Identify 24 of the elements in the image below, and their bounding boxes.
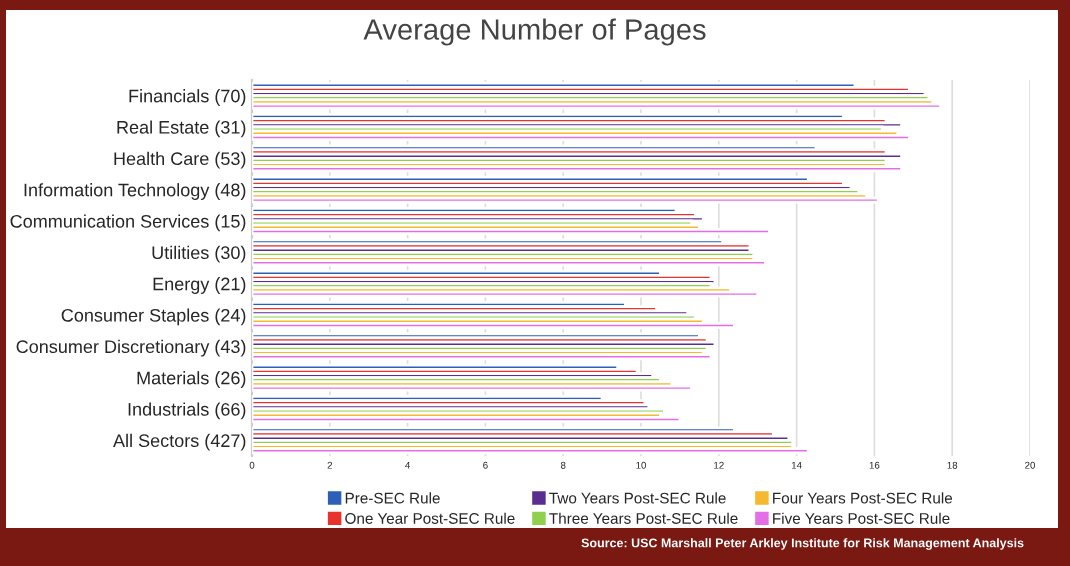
bar bbox=[252, 259, 767, 267]
bar bbox=[252, 321, 736, 329]
bar bbox=[252, 384, 693, 392]
y-tick-label: Health Care (53) bbox=[114, 151, 246, 169]
y-tick-label: Financials (70) bbox=[129, 89, 246, 106]
bar bbox=[252, 133, 911, 141]
bar bbox=[252, 165, 904, 173]
y-tick-label: Consumer Discretionary (43) bbox=[16, 339, 246, 357]
bar bbox=[252, 102, 942, 110]
bar bbox=[252, 447, 810, 455]
y-tick-label: Utilities (30) bbox=[152, 245, 246, 263]
y-tick-label: Industrials (66) bbox=[128, 402, 246, 420]
y-tick-label: All Sectors (427) bbox=[113, 433, 246, 451]
y-tick-label: Consumer Staples (24) bbox=[61, 308, 246, 326]
chart-title: Average Number of Pages bbox=[363, 18, 706, 46]
bar bbox=[252, 353, 713, 361]
y-tick-label: Information Technology (48) bbox=[24, 183, 246, 200]
bar bbox=[252, 227, 771, 235]
y-tick-label: Real Estate (31) bbox=[117, 120, 246, 138]
y-tick-label: Energy (21) bbox=[153, 277, 246, 294]
bar bbox=[252, 196, 880, 204]
y-tick-label: Materials (26) bbox=[137, 371, 246, 388]
y-tick-label: Communication Services (15) bbox=[10, 214, 246, 232]
bar bbox=[252, 290, 760, 298]
